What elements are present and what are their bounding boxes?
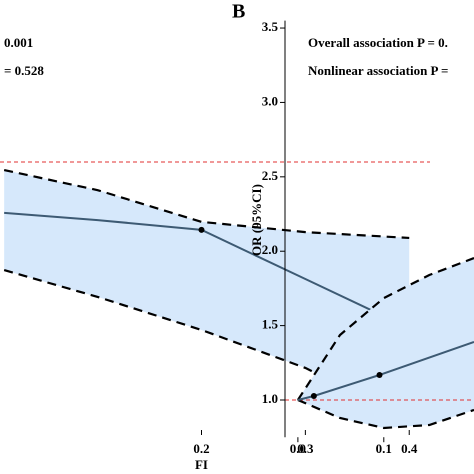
upper-bound: [3, 168, 410, 240]
x-tick-label: 0.3: [297, 441, 314, 456]
upper-bound: [296, 257, 474, 401]
annotation: Nonlinear association P =: [308, 63, 448, 78]
ci-band: [297, 258, 474, 428]
lower-bound: [3, 269, 410, 422]
y-tick-label: 3.5: [262, 19, 279, 34]
y-tick-label: 1.5: [262, 317, 279, 332]
annotation: 0.001: [4, 35, 33, 50]
y-tick-label: 1.0: [262, 391, 278, 406]
panel-label: B: [232, 1, 245, 23]
y-axis-label: OR (95%CI): [249, 184, 264, 256]
x-tick-label: 0.4: [401, 441, 418, 456]
x-tick-label: 0.1: [376, 441, 392, 456]
y-tick-label: 2.5: [262, 168, 279, 183]
ci-band: [4, 170, 410, 421]
marker: [198, 226, 205, 233]
marker: [376, 372, 383, 379]
x-axis-label: FI: [195, 457, 208, 472]
y-tick-label: 2.0: [262, 242, 278, 257]
marker: [310, 392, 317, 399]
x-tick-label: 0.0: [290, 441, 306, 456]
lower-bound: [297, 398, 474, 430]
annotation: = 0.528: [4, 63, 44, 78]
x-tick-label: 0.2: [193, 441, 209, 456]
fit-line: [297, 341, 474, 401]
annotation: Overall association P = 0.: [308, 35, 448, 50]
y-tick-label: 3.0: [262, 93, 278, 108]
